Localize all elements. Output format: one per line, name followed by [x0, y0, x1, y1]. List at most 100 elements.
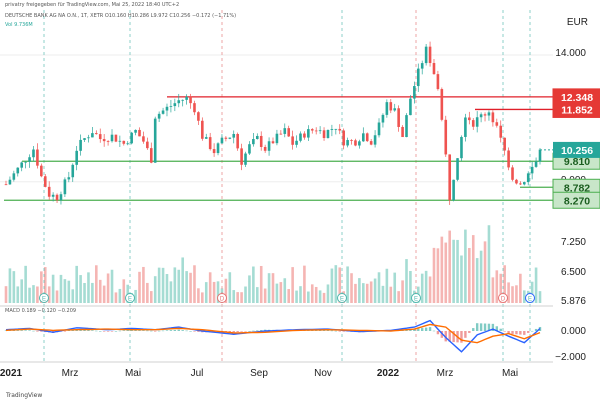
candle-body	[393, 108, 397, 111]
volume-bar	[87, 272, 90, 303]
macd-histogram-bar	[432, 330, 436, 332]
candle-body	[114, 134, 118, 142]
candle-body	[416, 68, 420, 87]
candle-body	[28, 157, 31, 162]
candle-body	[291, 136, 294, 145]
candle-body	[240, 148, 243, 165]
macd-histogram-bar	[28, 330, 31, 331]
last-price-label: 10.256	[561, 145, 593, 157]
volume-bar	[444, 242, 448, 303]
macd-histogram-bar	[260, 330, 263, 331]
macd-histogram-bar	[338, 331, 341, 332]
volume-bar	[244, 286, 247, 303]
macd-histogram-bar	[491, 323, 495, 331]
volume-bar	[63, 279, 67, 303]
macd-histogram-bar	[91, 330, 94, 331]
level-label-8.782: 8.782	[564, 182, 590, 194]
volume-bar	[114, 292, 118, 303]
candle-body	[193, 103, 196, 113]
candle-body	[197, 112, 200, 121]
month-label-Jul: Jul	[191, 368, 204, 379]
volume-bar	[216, 281, 220, 303]
volume-bar	[507, 282, 510, 303]
candle-body	[228, 137, 232, 139]
candle-body	[224, 137, 228, 139]
macd-histogram-bar	[428, 327, 432, 331]
volume-bar	[47, 286, 51, 303]
candle-body	[255, 135, 259, 140]
candle-body	[401, 126, 404, 138]
candle-body	[499, 125, 503, 138]
candle-body	[67, 177, 71, 180]
volume-bar	[102, 285, 106, 303]
candle-body	[362, 133, 365, 142]
macd-histogram-bar	[157, 330, 161, 332]
level-label-11.852: 11.852	[561, 104, 593, 116]
volume-bar	[405, 259, 408, 303]
volume-bar	[224, 278, 228, 303]
candle-body	[98, 134, 102, 140]
volume-bar	[91, 282, 94, 303]
volume-bar	[279, 282, 283, 303]
macd-histogram-bar	[468, 331, 471, 333]
event-marker-earnings	[411, 293, 421, 303]
candle-body	[479, 114, 483, 118]
volume-bar	[362, 283, 365, 303]
candle-body	[515, 179, 518, 184]
macd-histogram-bar	[193, 331, 196, 332]
event-marker-earnings	[125, 293, 135, 303]
volume-bar	[20, 279, 24, 303]
volume-bar	[75, 265, 78, 303]
candle-body	[310, 129, 314, 131]
macd-histogram-bar	[436, 331, 440, 335]
volume-bar	[55, 290, 59, 303]
candle-body	[157, 113, 161, 119]
macd-histogram-bar	[161, 330, 165, 332]
candle-body	[452, 179, 455, 201]
macd-histogram-bar	[322, 330, 326, 331]
price-tick-5876: 5.876	[561, 296, 586, 307]
volume-bar	[240, 292, 243, 303]
macd-histogram-bar	[318, 330, 322, 331]
volume-bar	[483, 241, 487, 303]
volume-bar	[28, 287, 31, 303]
candle-body	[75, 150, 78, 165]
macd-histogram-bar	[40, 331, 43, 332]
macd-histogram-bar	[487, 323, 491, 331]
volume-bar	[189, 272, 192, 303]
candle-body	[322, 130, 326, 139]
volume-bar	[393, 272, 397, 303]
volume-bar	[522, 290, 526, 303]
macd-histogram-bar	[12, 330, 16, 331]
volume-bar	[385, 268, 389, 303]
event-marker-dividend	[498, 293, 508, 303]
macd-histogram-bar	[479, 323, 483, 331]
candle-body	[491, 112, 495, 123]
candle-body	[204, 137, 208, 139]
candle-body	[424, 46, 428, 64]
macd-histogram-bar	[421, 328, 424, 331]
macd-histogram-bar	[417, 328, 420, 331]
candle-body	[507, 150, 510, 168]
macd-histogram-bar	[114, 331, 118, 332]
candle-body	[381, 114, 385, 123]
month-label-2022: 2022	[377, 368, 400, 379]
volume-bar	[314, 286, 318, 303]
volume-bar	[208, 272, 212, 303]
volume-bar	[252, 266, 255, 303]
volume-bar	[157, 267, 161, 303]
volume-bar	[110, 269, 114, 303]
macd-histogram-bar	[232, 331, 235, 333]
candle-body	[4, 184, 8, 186]
volume-bar	[291, 267, 294, 303]
volume-bar	[373, 278, 377, 303]
candle-body	[244, 153, 247, 165]
volume-bar	[330, 268, 334, 303]
volume-bar	[428, 276, 432, 303]
candle-body	[432, 62, 436, 75]
volume-bar	[326, 284, 330, 303]
macd-histogram-bar	[475, 323, 479, 331]
candle-body	[130, 132, 133, 144]
volume-bar	[32, 285, 35, 303]
